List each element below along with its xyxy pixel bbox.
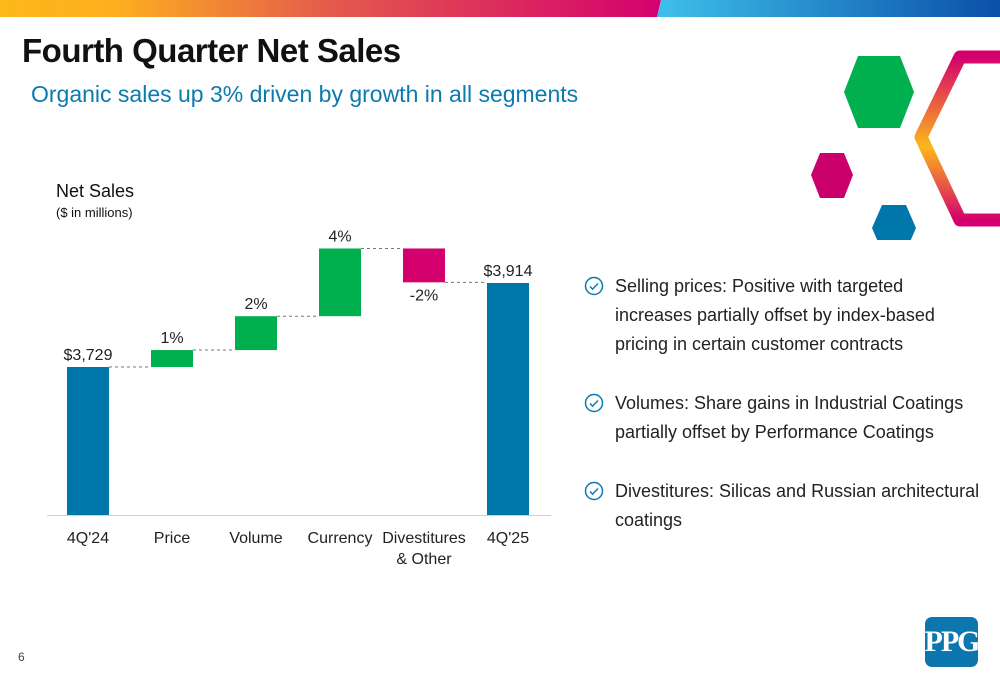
bar-1 (151, 350, 193, 367)
data-label: $3,729 (64, 347, 113, 364)
waterfall-chart: $3,729 4Q'24 1% Price 2% Volume 4% Currency -2% D… (47, 228, 551, 568)
category-label: 4Q'25 (487, 530, 529, 547)
top-gradient-bar (0, 0, 1000, 17)
data-label: 4% (328, 228, 351, 245)
data-label: 2% (244, 296, 267, 313)
bullet-item: Divestitures: Silicas and Russian archit… (584, 477, 984, 535)
page-number: 6 (18, 650, 25, 664)
check-circle-icon (584, 276, 604, 296)
bullet-text: Divestitures: Silicas and Russian archit… (615, 481, 980, 530)
magenta-hexagon (811, 153, 853, 198)
data-label: $3,914 (484, 263, 533, 280)
bar-0 (67, 366, 109, 515)
bar-5 (487, 283, 529, 515)
chart-y-label: Net Sales (56, 181, 135, 201)
bullet-list: Selling prices: Positive with targeted i… (584, 272, 984, 565)
hexagon-decoration (811, 50, 1000, 240)
category-label: Currency (308, 530, 373, 547)
data-label: 1% (160, 330, 183, 347)
bullet-item: Volumes: Share gains in Industrial Coati… (584, 389, 984, 447)
page-subtitle: Organic sales up 3% driven by growth in … (31, 81, 579, 107)
check-circle-icon (584, 393, 604, 413)
category-label: Divestitures (382, 530, 466, 547)
ppg-logo: PPG (925, 617, 981, 667)
page-title: Fourth Quarter Net Sales (22, 32, 401, 69)
bullet-text: Selling prices: Positive with targeted i… (615, 276, 935, 354)
bar-4 (403, 248, 445, 283)
category-label: & Other (396, 551, 452, 568)
bar-2 (235, 316, 277, 351)
blue-hexagon (872, 205, 916, 240)
data-label: -2% (410, 287, 438, 304)
category-label: Price (154, 530, 191, 547)
chart-y-unit: ($ in millions) (56, 205, 133, 220)
bar-3 (319, 248, 361, 317)
category-label: 4Q'24 (67, 530, 109, 547)
bullet-item: Selling prices: Positive with targeted i… (584, 272, 984, 359)
green-hexagon (844, 56, 914, 128)
bullet-text: Volumes: Share gains in Industrial Coati… (615, 393, 964, 442)
check-circle-icon (584, 481, 604, 501)
category-label: Volume (229, 530, 282, 547)
